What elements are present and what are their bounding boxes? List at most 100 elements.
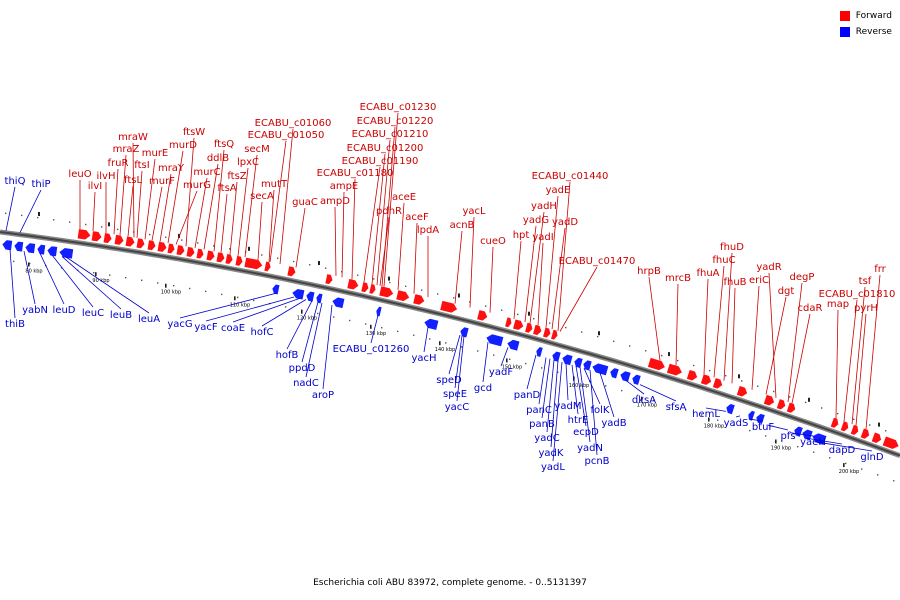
reverse-gene-label: gcd xyxy=(474,383,492,394)
reverse-leader-line xyxy=(575,365,587,427)
scale-tick-label: 80 kbp xyxy=(25,269,42,275)
scale-dot xyxy=(677,359,679,362)
reverse-leader-line xyxy=(789,432,814,437)
reverse-leader-line xyxy=(305,302,323,378)
scale-dot xyxy=(597,335,599,338)
forward-gene-arrow xyxy=(224,253,234,265)
forward-gene-label: ftsZ xyxy=(227,171,246,182)
forward-gene-label: acnB xyxy=(450,220,475,231)
forward-leader-line xyxy=(675,283,679,366)
scale-dot xyxy=(741,380,743,382)
reverse-gene-label: hofC xyxy=(251,327,274,338)
scale-tick-label: 130 kbp xyxy=(366,331,386,337)
forward-leader-line xyxy=(835,309,839,419)
forward-gene-arrow xyxy=(243,256,264,270)
scale-tick-label: 140 kbp xyxy=(435,347,455,353)
forward-gene-arrow xyxy=(215,251,226,264)
forward-gene-label: ftsI xyxy=(134,160,149,171)
reverse-leader-line xyxy=(232,297,301,323)
scale-dot xyxy=(685,409,687,411)
forward-gene-label: ECABU_c01230 xyxy=(360,102,437,113)
scale-dot xyxy=(405,285,407,287)
scale-dot xyxy=(653,399,655,401)
forward-gene-label: tsf xyxy=(859,276,872,287)
forward-gene-arrow xyxy=(666,362,683,377)
reverse-gene-arrow xyxy=(271,283,281,296)
legend-reverse: Reverse xyxy=(839,24,892,40)
forward-leader-line xyxy=(529,211,545,324)
reverse-leader-line xyxy=(482,342,489,383)
scale-dot xyxy=(317,312,319,315)
reverse-gene-label: yacH xyxy=(411,353,436,364)
forward-gene-label: aceF xyxy=(405,212,429,223)
reverse-gene-arrow xyxy=(609,367,620,380)
scale-dot xyxy=(69,221,71,223)
forward-gene-label: dgt xyxy=(778,286,795,297)
scale-dot xyxy=(717,419,719,421)
scale-dot xyxy=(821,407,823,409)
reverse-gene-label: yaeH xyxy=(800,437,826,448)
forward-gene-arrow xyxy=(412,293,426,306)
scale-dot xyxy=(109,274,111,276)
forward-gene-arrow xyxy=(135,237,146,249)
forward-leader-line xyxy=(703,278,709,375)
forward-leader-line xyxy=(723,252,733,381)
scale-dot xyxy=(813,451,815,453)
forward-leader-line xyxy=(175,190,198,245)
reverse-gene-arrow xyxy=(591,362,610,377)
scale-dot xyxy=(453,297,455,299)
scale-dot xyxy=(165,236,167,238)
reverse-gene-label: pcnB xyxy=(584,456,609,467)
reverse-gene-label: dksA xyxy=(632,395,656,406)
scale-dot xyxy=(93,272,95,274)
forward-leader-line xyxy=(559,266,598,332)
reverse-leader-line xyxy=(301,301,319,363)
forward-gene-label: mraY xyxy=(158,163,185,174)
forward-gene-label: murE xyxy=(142,148,169,159)
forward-gene-arrow xyxy=(286,265,297,277)
scale-dot xyxy=(229,248,231,250)
tick-mark xyxy=(95,272,97,277)
forward-leader-line xyxy=(768,272,777,398)
forward-gene-label: ECABU_c01050 xyxy=(248,130,325,141)
reverse-leader-line xyxy=(9,249,16,319)
forward-gene-label: ECABU_c01440 xyxy=(532,171,609,182)
reverse-gene-arrow xyxy=(619,370,632,383)
forward-leader-line xyxy=(279,128,294,265)
forward-gene-arrow xyxy=(736,385,748,398)
scale-dot xyxy=(613,340,615,342)
scale-dot xyxy=(381,327,383,329)
scale-dot xyxy=(293,260,295,263)
forward-gene-label: ftsW xyxy=(183,127,205,138)
scale-dot xyxy=(733,424,735,426)
reverse-gene-label: yadF xyxy=(489,367,513,378)
reverse-leader-line xyxy=(639,384,677,402)
forward-leader-line xyxy=(113,168,119,235)
scale-dot xyxy=(509,358,511,360)
forward-gene-arrow xyxy=(776,398,786,411)
forward-gene-label: ddlB xyxy=(207,153,229,164)
reverse-gene-arrow xyxy=(315,292,324,305)
scale-dot xyxy=(277,257,279,259)
reverse-gene-label: ECABU_c01260 xyxy=(333,344,410,355)
scale-dot xyxy=(493,354,495,356)
forward-gene-arrow xyxy=(700,373,712,386)
forward-leader-line xyxy=(791,313,811,404)
forward-gene-label: ECABU_c01810 xyxy=(819,289,896,300)
scale-dot xyxy=(701,414,703,416)
forward-leader-line xyxy=(127,185,134,237)
reverse-gene-label: yadL xyxy=(541,462,565,473)
forward-gene-label: ECABU_c01190 xyxy=(342,156,419,167)
forward-leader-line xyxy=(787,282,803,402)
reverse-gene-arrow xyxy=(582,359,593,372)
reverse-gene-label: sfsA xyxy=(666,402,687,413)
forward-leader-line xyxy=(167,150,184,244)
forward-gene-arrow xyxy=(524,322,534,334)
reverse-leader-line xyxy=(526,354,537,390)
scale-dot xyxy=(37,216,39,219)
forward-leader-line xyxy=(397,202,405,290)
scale-dot xyxy=(437,293,439,295)
reverse-gene-label: thiB xyxy=(5,319,25,330)
scale-dot xyxy=(365,323,367,325)
reverse-gene-label: pfs xyxy=(780,431,795,442)
